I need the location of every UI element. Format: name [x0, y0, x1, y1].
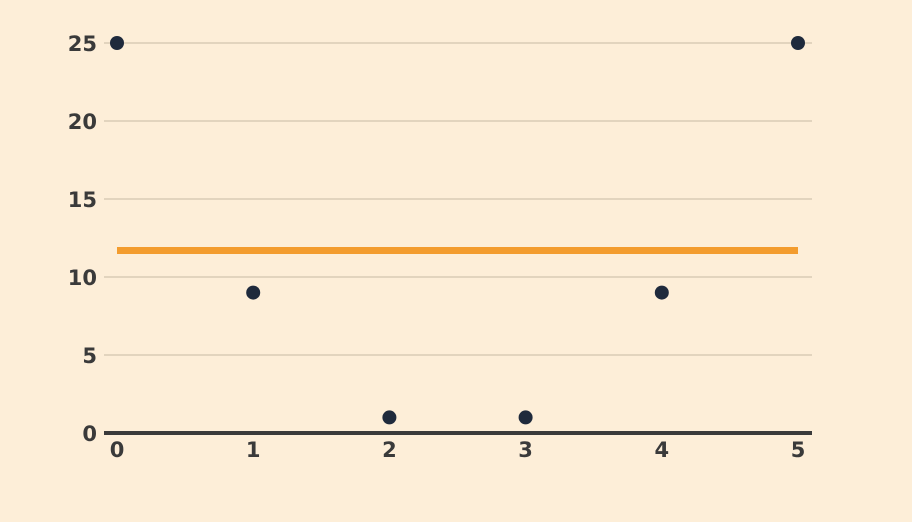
- x-tick-label: 5: [791, 438, 806, 462]
- x-tick-label: 3: [518, 438, 533, 462]
- y-axis-tick-labels: 0 5 10 15 20 25: [68, 32, 97, 446]
- data-point: [246, 285, 261, 300]
- y-tick-label: 15: [68, 188, 97, 212]
- y-tick-label: 25: [68, 32, 97, 56]
- data-point: [654, 285, 669, 300]
- data-point: [110, 36, 124, 50]
- y-tick-label: 20: [68, 110, 97, 134]
- x-axis-tick-labels: 0 1 2 3 4 5: [110, 438, 806, 462]
- data-point: [518, 410, 533, 425]
- x-tick-label: 2: [382, 438, 397, 462]
- x-tick-label: 0: [110, 438, 125, 462]
- data-point: [382, 410, 397, 425]
- y-tick-label: 0: [82, 422, 97, 446]
- x-tick-label: 1: [246, 438, 261, 462]
- data-point: [791, 36, 805, 50]
- x-tick-label: 4: [654, 438, 669, 462]
- grid-lines: [104, 42, 812, 356]
- y-tick-label: 5: [82, 344, 97, 368]
- data-points: [110, 36, 805, 425]
- y-tick-label: 10: [68, 266, 97, 290]
